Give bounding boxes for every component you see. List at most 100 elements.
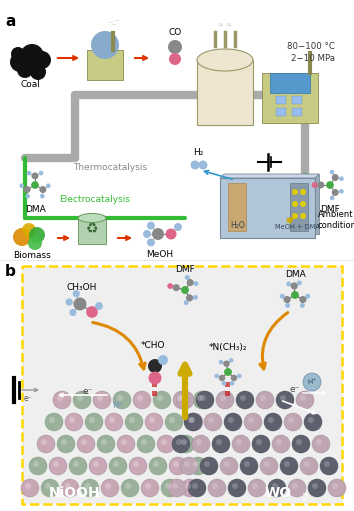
Circle shape	[229, 358, 234, 363]
Text: e⁻: e⁻	[24, 394, 32, 403]
Circle shape	[196, 439, 202, 445]
Circle shape	[220, 457, 238, 475]
Circle shape	[31, 181, 39, 189]
Circle shape	[237, 374, 242, 378]
Text: Ambient
conditions: Ambient conditions	[318, 210, 354, 230]
Circle shape	[291, 291, 299, 299]
Circle shape	[153, 391, 171, 409]
Circle shape	[339, 176, 344, 181]
Circle shape	[187, 279, 194, 286]
Bar	[276, 96, 286, 104]
Circle shape	[149, 417, 155, 423]
Circle shape	[133, 461, 139, 467]
Circle shape	[24, 186, 30, 193]
Circle shape	[17, 62, 33, 78]
Circle shape	[292, 483, 298, 489]
Circle shape	[129, 417, 135, 423]
Circle shape	[185, 275, 190, 280]
Circle shape	[176, 391, 194, 409]
Circle shape	[53, 461, 59, 467]
Circle shape	[37, 435, 55, 453]
Text: ~: ~	[110, 22, 116, 28]
Circle shape	[105, 483, 111, 489]
Circle shape	[215, 374, 219, 378]
Circle shape	[256, 439, 262, 445]
Circle shape	[121, 479, 139, 497]
Circle shape	[147, 222, 155, 229]
Circle shape	[188, 479, 206, 497]
Circle shape	[308, 479, 326, 497]
Circle shape	[85, 413, 103, 431]
Circle shape	[77, 395, 83, 401]
Circle shape	[185, 413, 203, 431]
Circle shape	[312, 182, 318, 188]
Circle shape	[224, 413, 242, 431]
Circle shape	[73, 461, 79, 467]
Circle shape	[256, 391, 274, 409]
Circle shape	[194, 281, 199, 286]
Circle shape	[101, 439, 107, 445]
Circle shape	[264, 461, 270, 467]
Circle shape	[280, 395, 286, 401]
Circle shape	[172, 483, 178, 489]
Circle shape	[105, 413, 123, 431]
Circle shape	[85, 483, 91, 489]
Circle shape	[41, 479, 59, 497]
Bar	[290, 183, 308, 231]
Circle shape	[65, 298, 73, 306]
Circle shape	[299, 296, 307, 303]
Circle shape	[200, 457, 218, 475]
Circle shape	[173, 284, 180, 291]
Circle shape	[276, 439, 282, 445]
Circle shape	[208, 479, 226, 497]
Circle shape	[145, 483, 151, 489]
Circle shape	[300, 189, 306, 195]
Circle shape	[69, 309, 76, 316]
Circle shape	[117, 435, 135, 453]
Bar	[22, 266, 342, 504]
Circle shape	[168, 40, 182, 54]
Circle shape	[113, 391, 131, 409]
Circle shape	[148, 371, 161, 384]
Circle shape	[296, 439, 302, 445]
Circle shape	[147, 239, 155, 246]
Text: a: a	[5, 14, 15, 29]
Circle shape	[61, 479, 79, 497]
Circle shape	[137, 435, 155, 453]
Circle shape	[121, 439, 127, 445]
Circle shape	[264, 413, 282, 431]
Ellipse shape	[197, 49, 253, 71]
Circle shape	[292, 201, 298, 207]
Circle shape	[173, 391, 191, 409]
Circle shape	[222, 381, 226, 386]
Circle shape	[292, 189, 298, 195]
Text: e⁻: e⁻	[83, 387, 93, 397]
Circle shape	[304, 461, 310, 467]
Circle shape	[176, 439, 182, 445]
Circle shape	[184, 300, 189, 305]
Circle shape	[300, 457, 318, 475]
Circle shape	[192, 435, 210, 453]
Text: DMA: DMA	[25, 205, 45, 214]
Text: b: b	[5, 264, 16, 279]
Circle shape	[332, 483, 338, 489]
Circle shape	[113, 461, 119, 467]
Circle shape	[13, 228, 31, 246]
Bar	[262, 73, 318, 123]
Circle shape	[10, 52, 30, 72]
Circle shape	[292, 435, 310, 453]
Circle shape	[95, 302, 103, 310]
Circle shape	[181, 479, 199, 497]
Bar	[224, 174, 319, 234]
Text: MeOH: MeOH	[147, 250, 173, 259]
Circle shape	[143, 230, 151, 238]
Circle shape	[32, 172, 39, 179]
Circle shape	[167, 283, 173, 289]
Circle shape	[21, 479, 39, 497]
Bar	[197, 60, 253, 125]
Circle shape	[69, 417, 75, 423]
Circle shape	[101, 479, 119, 497]
Circle shape	[300, 395, 306, 401]
Circle shape	[312, 483, 318, 489]
Circle shape	[224, 368, 232, 376]
